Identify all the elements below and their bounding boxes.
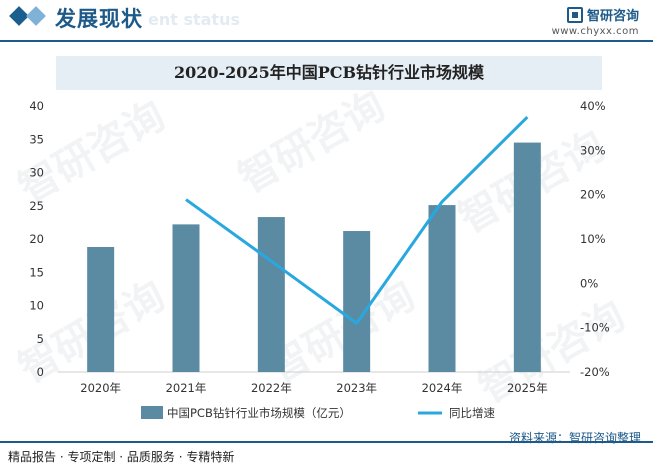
- y-left-tick-label: 10: [29, 299, 44, 313]
- y-left-tick-label: 25: [29, 199, 44, 213]
- y-left-tick-label: 5: [37, 332, 44, 346]
- bar: [87, 246, 115, 372]
- y-left-tick-label: 0: [37, 365, 44, 379]
- x-tick-label: 2020年: [80, 381, 121, 395]
- chart-title-bar: [56, 56, 602, 90]
- footer-divider: [0, 441, 653, 443]
- footer-tagline: 精品报告 · 专项定制 · 品质服务 · 专精特新: [8, 450, 235, 464]
- chart-title: 2020-2025年中国PCB钻针行业市场规模: [174, 63, 484, 82]
- x-tick-label: 2024年: [422, 381, 463, 395]
- section-title: 发展现状: [55, 6, 143, 31]
- y-left-tick-label: 40: [29, 99, 44, 113]
- y-right-tick-label: 20%: [580, 188, 606, 202]
- page-footer: 资料来源：智研咨询整理 精品报告 · 专项定制 · 品质服务 · 专精特新: [0, 431, 653, 471]
- y-right-tick-label: 10%: [580, 232, 606, 246]
- x-tick-label: 2021年: [166, 381, 207, 395]
- legend-swatch-bar: [141, 406, 163, 419]
- brand: 智研咨询 www.chyxx.com: [552, 4, 639, 37]
- legend-label-bar: 中国PCB钻针行业市场规模（亿元）: [167, 406, 351, 420]
- bar: [513, 142, 541, 372]
- y-left-tick-label: 35: [29, 132, 44, 146]
- header-divider: [0, 40, 653, 42]
- y-left-tick-label: 20: [29, 232, 44, 246]
- y-right-tick-label: 0%: [580, 276, 598, 290]
- y-left-tick-label: 15: [29, 265, 44, 279]
- x-tick-label: 2025年: [507, 381, 548, 395]
- brand-url: www.chyxx.com: [551, 26, 639, 37]
- y-right-tick-label: 30%: [580, 143, 606, 157]
- brand-name: 智研咨询: [586, 9, 639, 24]
- y-right-tick-label: -10%: [580, 321, 610, 335]
- growth-line: [185, 116, 529, 325]
- y-right-tick-label: 40%: [580, 99, 606, 113]
- bar: [428, 205, 456, 372]
- bar: [172, 224, 200, 372]
- bar: [343, 231, 371, 372]
- page-header: 发展现状 ent status 智研咨询 www.chyxx.com: [0, 0, 653, 40]
- y-right-tick-label: -20%: [580, 365, 610, 379]
- legend-label-line: 同比增速: [449, 406, 495, 420]
- bar: [257, 217, 285, 372]
- y-left-tick-label: 30: [29, 166, 44, 180]
- x-tick-label: 2023年: [336, 381, 377, 395]
- source-note: 资料来源：智研咨询整理: [508, 431, 641, 445]
- brand-logo-icon: [566, 6, 583, 23]
- section-ghost-subtitle: ent status: [148, 10, 240, 29]
- x-tick-label: 2022年: [251, 381, 292, 395]
